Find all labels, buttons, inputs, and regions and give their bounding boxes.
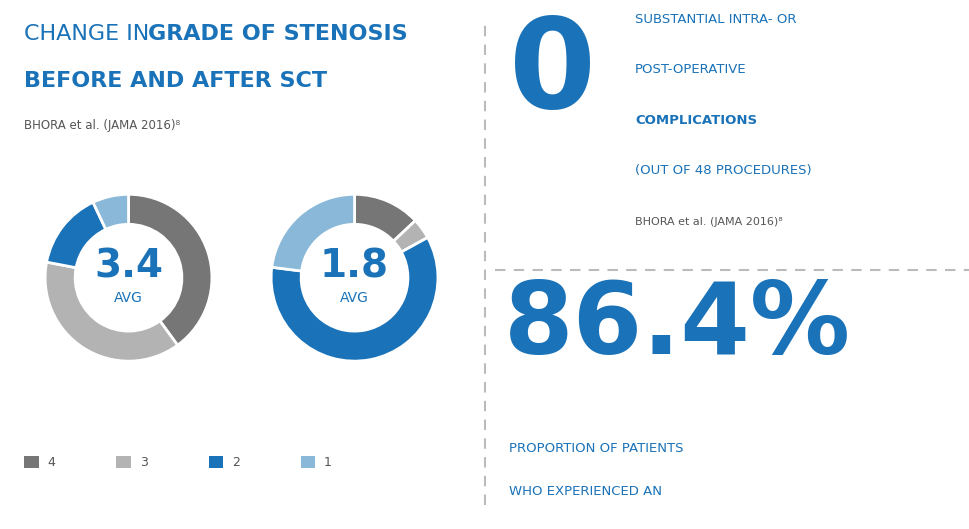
Text: AVG: AVG: [340, 291, 368, 305]
Text: COMPLICATIONS: COMPLICATIONS: [635, 114, 756, 127]
Wedge shape: [354, 194, 415, 241]
Text: AVG: AVG: [114, 291, 142, 305]
Wedge shape: [271, 238, 437, 361]
Text: SUBSTANTIAL INTRA- OR: SUBSTANTIAL INTRA- OR: [635, 13, 796, 26]
Wedge shape: [93, 194, 128, 230]
Text: BEFORE AND AFTER SCT: BEFORE AND AFTER SCT: [24, 71, 328, 92]
Text: 4: 4: [47, 455, 55, 469]
Text: 3.4: 3.4: [94, 247, 163, 285]
Text: PROPORTION OF PATIENTS: PROPORTION OF PATIENTS: [509, 442, 683, 455]
Text: 2: 2: [232, 455, 239, 469]
Text: IMPROVEMENT IN STENOSIS: IMPROVEMENT IN STENOSIS: [509, 528, 719, 529]
Text: POST-OPERATIVE: POST-OPERATIVE: [635, 63, 746, 77]
Text: BHORA et al. (JAMA 2016)⁸: BHORA et al. (JAMA 2016)⁸: [635, 217, 782, 227]
Text: WHO EXPERIENCED AN: WHO EXPERIENCED AN: [509, 485, 661, 498]
Wedge shape: [393, 221, 427, 252]
Text: (OUT OF 48 PROCEDURES): (OUT OF 48 PROCEDURES): [635, 164, 811, 177]
Text: 3: 3: [140, 455, 147, 469]
Bar: [300, 456, 315, 468]
Wedge shape: [128, 194, 211, 345]
Text: CHANGE IN: CHANGE IN: [24, 24, 156, 44]
Text: BHORA et al. (JAMA 2016)⁸: BHORA et al. (JAMA 2016)⁸: [24, 119, 180, 132]
Bar: [208, 456, 223, 468]
Wedge shape: [46, 262, 177, 361]
Text: 1: 1: [324, 455, 331, 469]
Text: 0: 0: [509, 13, 595, 134]
Text: 1.8: 1.8: [320, 247, 389, 285]
Text: 86.4%: 86.4%: [504, 278, 851, 375]
Bar: [24, 456, 39, 468]
Wedge shape: [47, 202, 106, 268]
Wedge shape: [271, 194, 355, 271]
Bar: [116, 456, 131, 468]
Text: GRADE OF STENOSIS: GRADE OF STENOSIS: [147, 24, 407, 44]
